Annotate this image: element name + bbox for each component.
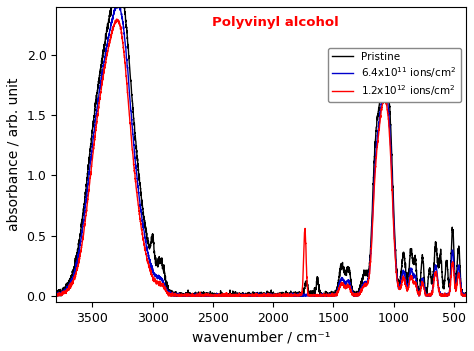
Pristine: [251, 294, 256, 298]
Pristine: [79, 220, 84, 224]
6.4x10$^{11}$ ions/cm$^2$: [115, 1, 121, 5]
Text: Polyvinyl alcohol: Polyvinyl alcohol: [212, 16, 338, 29]
6.4x10$^{11}$ ions/cm$^2$: [463, 293, 469, 298]
1.2x10$^{12}$ ions/cm$^2$: [79, 245, 84, 249]
Pristine: [463, 294, 469, 298]
1.2x10$^{12}$ ions/cm$^2$: [54, 294, 59, 298]
Line: 1.2x10$^{12}$ ions/cm$^2$: 1.2x10$^{12}$ ions/cm$^2$: [56, 19, 466, 296]
Pristine: [463, 293, 469, 297]
Line: 6.4x10$^{11}$ ions/cm$^2$: 6.4x10$^{11}$ ions/cm$^2$: [56, 3, 466, 296]
6.4x10$^{11}$ ions/cm$^2$: [183, 293, 189, 297]
Pristine: [124, 25, 129, 29]
1.2x10$^{12}$ ions/cm$^2$: [251, 294, 256, 298]
Pristine: [98, 65, 104, 69]
6.4x10$^{11}$ ions/cm$^2$: [98, 78, 104, 82]
6.4x10$^{11}$ ions/cm$^2$: [463, 294, 469, 298]
6.4x10$^{11}$ ions/cm$^2$: [124, 57, 129, 61]
6.4x10$^{11}$ ions/cm$^2$: [54, 293, 59, 298]
1.2x10$^{12}$ ions/cm$^2$: [463, 294, 469, 298]
6.4x10$^{11}$ ions/cm$^2$: [79, 233, 84, 237]
Pristine: [220, 292, 226, 297]
1.2x10$^{12}$ ions/cm$^2$: [183, 293, 189, 297]
Pristine: [183, 292, 189, 297]
Line: Pristine: Pristine: [56, 0, 466, 296]
1.2x10$^{12}$ ions/cm$^2$: [124, 80, 129, 84]
1.2x10$^{12}$ ions/cm$^2$: [220, 293, 226, 297]
Y-axis label: absorbance / arb. unit: absorbance / arb. unit: [7, 78, 21, 231]
X-axis label: wavenumber / cm⁻¹: wavenumber / cm⁻¹: [192, 330, 330, 344]
Pristine: [54, 293, 59, 297]
6.4x10$^{11}$ ions/cm$^2$: [251, 293, 256, 297]
Legend: Pristine, 6.4x10$^{11}$ ions/cm$^2$, 1.2x10$^{12}$ ions/cm$^2$: Pristine, 6.4x10$^{11}$ ions/cm$^2$, 1.2…: [328, 47, 461, 102]
1.2x10$^{12}$ ions/cm$^2$: [98, 91, 104, 95]
1.2x10$^{12}$ ions/cm$^2$: [114, 17, 120, 21]
6.4x10$^{11}$ ions/cm$^2$: [220, 293, 226, 297]
